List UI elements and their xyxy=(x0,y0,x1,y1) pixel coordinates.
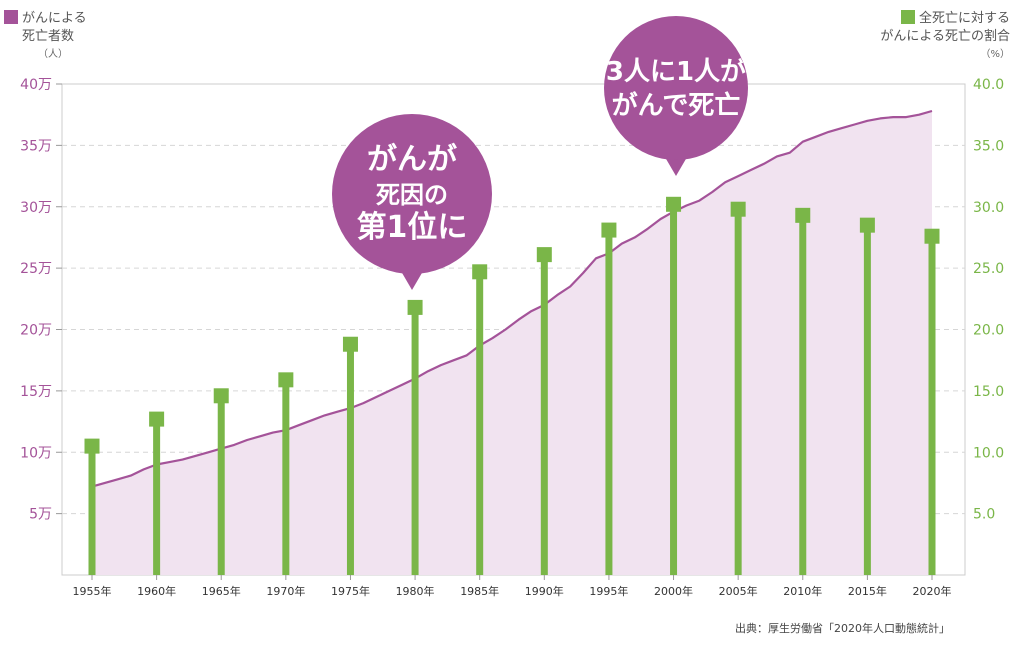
x-tick-label: 1995年 xyxy=(589,584,628,598)
ratio-bar xyxy=(540,254,548,575)
legend-ratio-line1: 全死亡に対する xyxy=(918,11,1010,26)
ratio-bar xyxy=(153,419,161,575)
ratio-bar xyxy=(217,395,225,575)
legend-deaths-line1: がんによる xyxy=(22,11,87,26)
x-tick-label: 2020年 xyxy=(913,584,952,598)
right-tick-label: 10.0 xyxy=(973,445,1004,461)
callout-text: がんが xyxy=(367,142,457,177)
ratio-marker xyxy=(924,228,940,244)
ratio-marker xyxy=(472,264,488,280)
x-tick-label: 1990年 xyxy=(525,584,564,598)
deaths-line xyxy=(91,109,933,488)
x-tick-label: 1980年 xyxy=(396,584,435,598)
ratio-bar xyxy=(605,230,613,575)
ratio-bar xyxy=(863,225,871,575)
right-tick-label: 15.0 xyxy=(973,384,1004,400)
legend-ratio-line2: がんによる死亡の割合 xyxy=(880,29,1010,44)
left-tick-label: 10万 xyxy=(20,445,52,461)
ratio-marker xyxy=(278,372,294,388)
left-tick-label: 35万 xyxy=(20,138,52,154)
deaths-area xyxy=(92,111,932,575)
x-tick-label: 2015年 xyxy=(848,584,887,598)
legend-deaths-line2: 死亡者数 xyxy=(22,29,75,44)
ratio-marker xyxy=(859,217,875,233)
ratio-bar xyxy=(928,236,936,575)
legend-ratio: 全死亡に対する がんによる死亡の割合 （%） xyxy=(880,10,1010,64)
ratio-bar xyxy=(411,307,419,575)
x-tick-label: 1985年 xyxy=(460,584,499,598)
ratio-marker xyxy=(536,247,552,263)
ratio-marker xyxy=(730,201,746,217)
source-note: 出典：厚生労働省「2020年人口動態統計」 xyxy=(735,622,950,635)
x-tick-label: 1970年 xyxy=(266,584,305,598)
ratio-bar xyxy=(734,209,742,575)
ratio-marker xyxy=(213,388,229,404)
x-tick-label: 2000年 xyxy=(654,584,693,598)
legend-ratio-unit: （%） xyxy=(980,49,1010,60)
legend-ratio-swatch xyxy=(900,10,915,24)
callout-text: 第1位に xyxy=(357,210,468,245)
ratio-bar xyxy=(346,344,354,575)
x-tick-label: 1965年 xyxy=(202,584,241,598)
legend-deaths-swatch xyxy=(4,10,18,24)
ratio-bar xyxy=(670,204,678,576)
left-tick-label: 15万 xyxy=(20,384,52,400)
ratio-bar xyxy=(799,215,807,575)
left-tick-label: 30万 xyxy=(20,200,52,216)
legend-deaths: がんによる 死亡者数 （人） xyxy=(4,10,87,64)
ratio-marker xyxy=(601,222,617,238)
x-tick-label: 1955年 xyxy=(73,584,112,598)
left-tick-label: 5万 xyxy=(29,507,52,523)
left-tick-label: 40万 xyxy=(20,77,52,93)
right-tick-label: 25.0 xyxy=(973,261,1004,277)
right-tick-label: 35.0 xyxy=(973,138,1004,154)
ratio-bar xyxy=(476,271,484,575)
ratio-marker xyxy=(666,196,682,212)
left-tick-label: 25万 xyxy=(20,261,52,277)
callout-text: 死因の xyxy=(376,181,448,209)
right-tick-label: 30.0 xyxy=(973,200,1004,216)
callout-circle xyxy=(332,114,492,274)
left-tick-label: 20万 xyxy=(20,323,52,339)
ratio-bar xyxy=(88,446,96,575)
x-tick-label: 2010年 xyxy=(783,584,822,598)
callout-text: 3人に1人が xyxy=(606,56,746,87)
ratio-marker xyxy=(84,438,100,454)
x-tick-label: 2005年 xyxy=(719,584,758,598)
ratio-marker xyxy=(342,336,358,352)
ratio-bar xyxy=(282,379,290,575)
callout-circle xyxy=(604,16,748,160)
right-tick-label: 5.0 xyxy=(973,507,995,523)
callout-text: がんで死亡 xyxy=(612,90,741,121)
ratio-marker xyxy=(795,207,811,223)
legend-deaths-unit: （人） xyxy=(38,49,68,60)
x-tick-label: 1960年 xyxy=(137,584,176,598)
right-tick-label: 40.0 xyxy=(973,77,1004,93)
right-tick-label: 20.0 xyxy=(973,323,1004,339)
ratio-marker xyxy=(407,299,423,315)
x-tick-label: 1975年 xyxy=(331,584,370,598)
ratio-marker xyxy=(149,411,165,427)
